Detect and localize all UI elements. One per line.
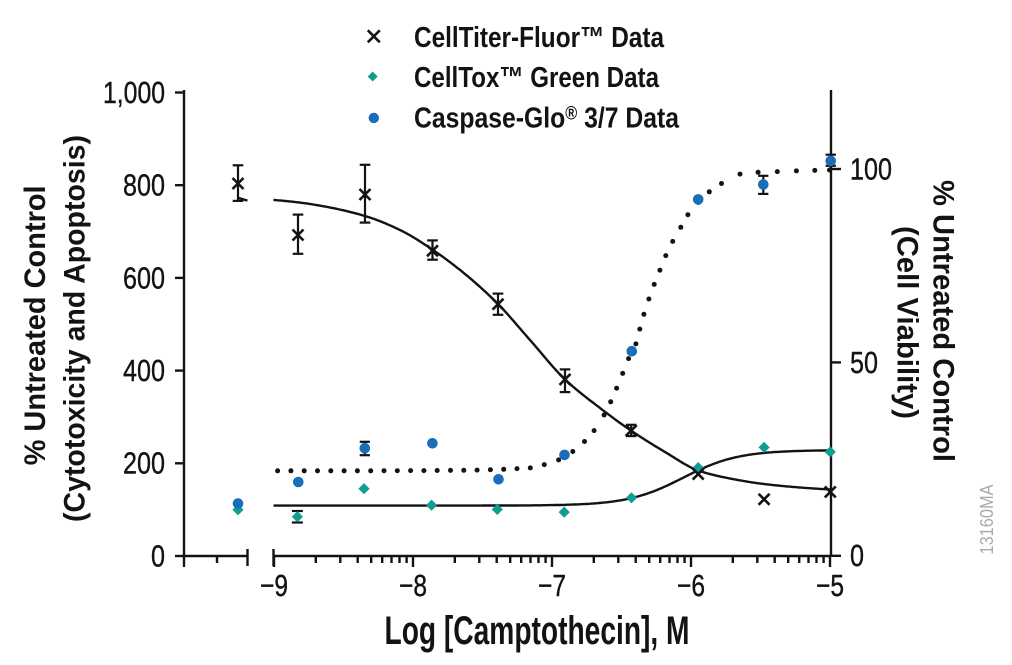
svg-text:% Untreated Control: % Untreated Control (927, 180, 960, 462)
svg-text:600: 600 (123, 260, 165, 295)
svg-text:200: 200 (123, 446, 165, 481)
svg-text:800: 800 (123, 168, 165, 203)
svg-text:−6: −6 (677, 568, 705, 603)
svg-text:CellTox™ Green Data: CellTox™ Green Data (414, 62, 660, 94)
svg-text:−7: −7 (538, 568, 566, 603)
svg-text:400: 400 (123, 353, 165, 388)
svg-text:13160MA: 13160MA (977, 485, 997, 555)
svg-text:(Cell Viability): (Cell Viability) (891, 226, 924, 419)
svg-text:100: 100 (850, 151, 892, 186)
svg-text:1,000: 1,000 (103, 75, 165, 110)
svg-text:−8: −8 (399, 568, 427, 603)
svg-text:−9: −9 (260, 568, 288, 603)
svg-text:−5: −5 (816, 568, 844, 603)
svg-text:Caspase-Glo® 3/7 Data: Caspase-Glo® 3/7 Data (414, 102, 680, 134)
svg-text:50: 50 (850, 345, 878, 380)
svg-text:(Cytotoxicity and Apoptosis): (Cytotoxicity and Apoptosis) (59, 135, 92, 522)
svg-text:% Untreated Control: % Untreated Control (19, 185, 52, 465)
svg-text:Log [Camptothecin], M: Log [Camptothecin], M (385, 609, 690, 653)
svg-text:0: 0 (151, 538, 165, 573)
svg-text:CellTiter-Fluor™ Data: CellTiter-Fluor™ Data (414, 22, 665, 54)
svg-text:0: 0 (850, 538, 864, 573)
